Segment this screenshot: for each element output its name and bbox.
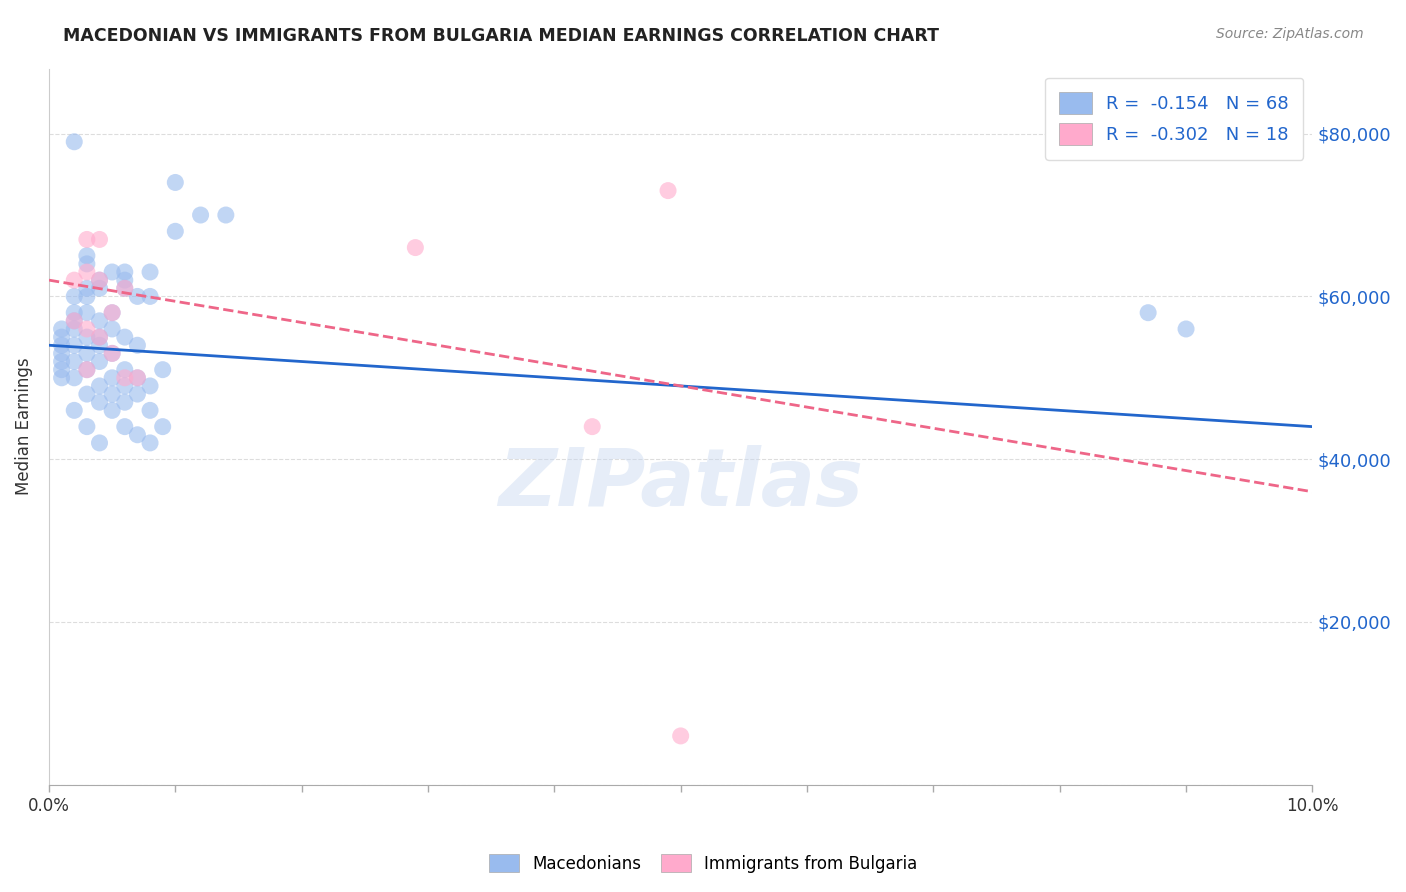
Legend: R =  -0.154   N = 68, R =  -0.302   N = 18: R = -0.154 N = 68, R = -0.302 N = 18 [1045, 78, 1303, 160]
Point [89, 338, 111, 352]
Point [127, 371, 149, 385]
Point [89, 354, 111, 368]
Text: Source: ZipAtlas.com: Source: ZipAtlas.com [1216, 27, 1364, 41]
Point [89, 436, 111, 450]
Point [76, 362, 98, 376]
Point [63, 338, 86, 352]
Point [89, 330, 111, 344]
Point [76, 387, 98, 401]
Point [139, 436, 162, 450]
Point [101, 346, 124, 360]
Point [76, 265, 98, 279]
Point [63, 135, 86, 149]
Point [76, 419, 98, 434]
Point [114, 371, 136, 385]
Point [63, 371, 86, 385]
Point [127, 289, 149, 303]
Point [215, 208, 238, 222]
Point [114, 395, 136, 409]
Point [63, 322, 86, 336]
Point [76, 232, 98, 246]
Point [89, 314, 111, 328]
Point [114, 330, 136, 344]
Point [76, 281, 98, 295]
Text: ZIPatlas: ZIPatlas [498, 445, 863, 523]
Point [63, 289, 86, 303]
Point [63, 314, 86, 328]
Point [165, 176, 187, 190]
Point [139, 379, 162, 393]
Point [127, 338, 149, 352]
Point [76, 249, 98, 263]
Point [89, 379, 111, 393]
Point [114, 362, 136, 376]
Point [51, 330, 73, 344]
Point [51, 354, 73, 368]
Point [165, 224, 187, 238]
Point [657, 184, 679, 198]
Point [190, 208, 212, 222]
Point [101, 403, 124, 417]
Point [1175, 322, 1198, 336]
Point [89, 273, 111, 287]
Point [89, 330, 111, 344]
Point [139, 265, 162, 279]
Point [63, 403, 86, 417]
Point [114, 265, 136, 279]
Point [51, 362, 73, 376]
Point [76, 257, 98, 271]
Point [114, 281, 136, 295]
Point [63, 354, 86, 368]
Point [127, 371, 149, 385]
Point [139, 289, 162, 303]
Point [101, 265, 124, 279]
Point [63, 306, 86, 320]
Point [101, 306, 124, 320]
Point [63, 273, 86, 287]
Point [76, 346, 98, 360]
Point [152, 419, 174, 434]
Point [101, 306, 124, 320]
Point [51, 371, 73, 385]
Point [101, 371, 124, 385]
Point [89, 281, 111, 295]
Point [114, 273, 136, 287]
Point [89, 395, 111, 409]
Point [127, 387, 149, 401]
Point [63, 314, 86, 328]
Point [114, 419, 136, 434]
Point [89, 232, 111, 246]
Point [1137, 306, 1160, 320]
Point [114, 379, 136, 393]
Point [669, 729, 692, 743]
Point [127, 427, 149, 442]
Point [139, 403, 162, 417]
Point [152, 362, 174, 376]
Point [404, 241, 426, 255]
Point [76, 306, 98, 320]
Point [76, 330, 98, 344]
Point [51, 338, 73, 352]
Point [89, 273, 111, 287]
Legend: Macedonians, Immigrants from Bulgaria: Macedonians, Immigrants from Bulgaria [482, 847, 924, 880]
Point [76, 289, 98, 303]
Point [581, 419, 603, 434]
Point [76, 362, 98, 376]
Point [101, 322, 124, 336]
Point [101, 387, 124, 401]
Point [101, 346, 124, 360]
Y-axis label: Median Earnings: Median Earnings [15, 358, 32, 495]
Point [114, 281, 136, 295]
Point [76, 322, 98, 336]
Text: MACEDONIAN VS IMMIGRANTS FROM BULGARIA MEDIAN EARNINGS CORRELATION CHART: MACEDONIAN VS IMMIGRANTS FROM BULGARIA M… [63, 27, 939, 45]
Point [51, 322, 73, 336]
Point [51, 346, 73, 360]
